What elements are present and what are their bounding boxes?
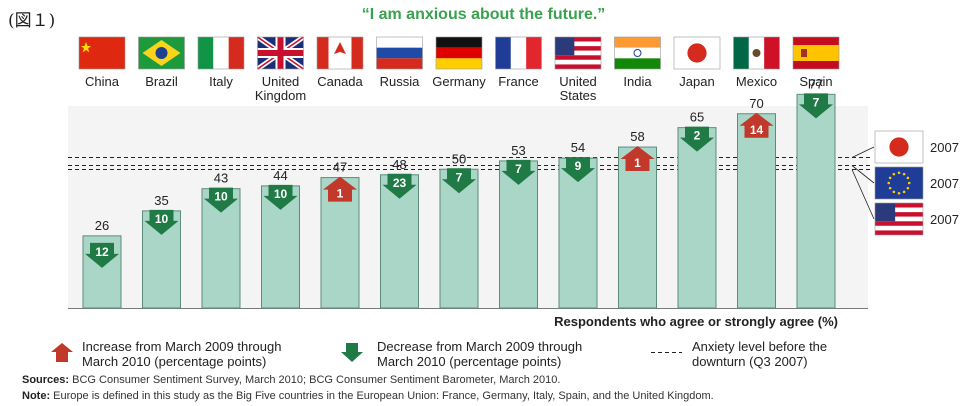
bar-united-states bbox=[558, 157, 598, 309]
value-label-japan: 65 bbox=[690, 110, 704, 125]
flag-spain-icon bbox=[792, 36, 840, 70]
value-label-italy: 43 bbox=[214, 171, 228, 186]
change-value-canada: 1 bbox=[337, 187, 344, 201]
change-arrow-up-canada: 1 bbox=[323, 176, 357, 202]
country-label-russia: Russia bbox=[380, 74, 421, 89]
value-label-united-kingdom: 44 bbox=[273, 168, 287, 183]
flag-japan-icon bbox=[874, 130, 924, 164]
change-arrow-down-japan: 2 bbox=[680, 126, 714, 152]
change-value-russia: 23 bbox=[393, 176, 407, 190]
note-text: Europe is defined in this study as the B… bbox=[50, 390, 714, 402]
change-value-france: 7 bbox=[515, 162, 522, 176]
country-label-united-states: United States bbox=[559, 74, 597, 103]
legend-decrease-icon bbox=[341, 343, 363, 362]
bar-japan bbox=[677, 127, 717, 309]
bar-mexico bbox=[737, 113, 776, 309]
bar-germany bbox=[439, 168, 479, 309]
change-arrow-down-united-states: 9 bbox=[561, 157, 595, 183]
x-axis-label: Respondents who agree or strongly agree … bbox=[554, 314, 838, 329]
legend-increase-label: Increase from March 2009 through March 2… bbox=[82, 339, 282, 369]
country-label-mexico: Mexico bbox=[736, 74, 777, 89]
sources-text: BCG Consumer Sentiment Survey, March 201… bbox=[69, 374, 561, 386]
flag-france-icon bbox=[495, 36, 542, 70]
legend-baseline-label: Anxiety level before the downturn (Q3 20… bbox=[692, 339, 828, 369]
flag-canada-icon bbox=[316, 36, 364, 70]
value-label-russia: 48 bbox=[392, 157, 406, 172]
change-value-japan: 2 bbox=[694, 129, 701, 143]
change-arrow-down-france: 7 bbox=[501, 159, 536, 185]
flag-russia-icon bbox=[376, 36, 423, 70]
change-arrow-down-germany: 7 bbox=[442, 168, 476, 194]
flag-europe-icon bbox=[874, 166, 924, 200]
country-label-italy: Italy bbox=[209, 74, 233, 89]
bar-france bbox=[499, 160, 538, 309]
change-arrow-down-spain: 7 bbox=[799, 93, 833, 119]
flag-italy-icon bbox=[197, 36, 245, 70]
change-arrow-up-mexico: 14 bbox=[739, 112, 774, 138]
change-value-germany: 7 bbox=[456, 170, 463, 184]
flag-united-states-icon bbox=[874, 202, 924, 236]
country-label-germany: Germany bbox=[432, 74, 486, 89]
sources-label: Sources: bbox=[22, 374, 70, 386]
change-arrow-down-russia: 23 bbox=[382, 173, 417, 199]
change-value-brazil: 10 bbox=[155, 212, 169, 226]
reference-connector-japan bbox=[851, 146, 875, 158]
reference-connector-united-states bbox=[851, 169, 875, 220]
change-value-united-kingdom: 10 bbox=[274, 187, 288, 201]
figure-label: (図１) bbox=[8, 11, 56, 31]
flag-india-icon bbox=[614, 36, 661, 70]
flag-japan-icon bbox=[673, 36, 721, 70]
change-value-united-states: 9 bbox=[575, 159, 582, 173]
value-label-germany: 50 bbox=[452, 151, 466, 166]
change-arrow-up-india: 1 bbox=[620, 146, 655, 172]
country-label-india: India bbox=[623, 74, 652, 89]
flag-united-kingdom-icon bbox=[256, 34, 305, 72]
country-label-canada: Canada bbox=[317, 74, 363, 89]
country-label-brazil: Brazil bbox=[145, 74, 178, 89]
country-label-united-kingdom: United Kingdom bbox=[255, 74, 306, 103]
country-label-japan: Japan bbox=[679, 74, 714, 89]
legend-decrease-label: Decrease from March 2009 through March 2… bbox=[377, 339, 583, 369]
country-label-china: China bbox=[85, 74, 120, 89]
value-label-canada: 47 bbox=[333, 160, 347, 175]
bar-india bbox=[618, 146, 657, 309]
change-value-spain: 7 bbox=[813, 95, 820, 109]
change-arrow-down-brazil: 10 bbox=[144, 209, 179, 235]
note-line: Note: Europe is defined in this study as… bbox=[22, 390, 714, 402]
change-value-india: 1 bbox=[634, 156, 641, 170]
change-value-italy: 10 bbox=[214, 190, 228, 204]
flag-germany-icon bbox=[435, 36, 483, 70]
change-value-mexico: 14 bbox=[750, 123, 764, 137]
country-label-france: France bbox=[498, 74, 538, 89]
value-label-united-states: 54 bbox=[571, 140, 585, 155]
change-value-china: 12 bbox=[95, 245, 109, 259]
chart-title: “I am anxious about the future.” bbox=[361, 6, 606, 23]
note-label: Note: bbox=[22, 390, 51, 402]
flag-china-icon bbox=[78, 36, 126, 70]
sources-line: Sources: BCG Consumer Sentiment Survey, … bbox=[22, 374, 560, 386]
reference-label-europe: 2007 bbox=[930, 176, 959, 191]
reference-label-japan: 2007 bbox=[930, 140, 959, 155]
country-label-spain: Spain bbox=[799, 74, 832, 89]
reference-connector-europe bbox=[851, 165, 875, 184]
reference-label-united-states: 2007 bbox=[930, 212, 959, 227]
change-arrow-down-italy: 10 bbox=[204, 187, 238, 213]
flag-united-states-icon bbox=[554, 36, 602, 70]
value-label-china: 26 bbox=[95, 218, 109, 233]
flag-mexico-icon bbox=[733, 36, 780, 70]
value-label-mexico: 70 bbox=[749, 96, 763, 111]
value-label-brazil: 35 bbox=[154, 193, 168, 208]
change-arrow-down-united-kingdom: 10 bbox=[263, 184, 298, 210]
change-arrow-down-china: 12 bbox=[85, 242, 119, 268]
legend-increase-icon bbox=[51, 343, 73, 362]
bar-spain bbox=[796, 93, 836, 309]
value-label-spain: 77 bbox=[809, 76, 823, 91]
value-label-france: 53 bbox=[511, 143, 525, 158]
flag-brazil-icon bbox=[138, 36, 185, 70]
value-label-india: 58 bbox=[630, 129, 644, 144]
